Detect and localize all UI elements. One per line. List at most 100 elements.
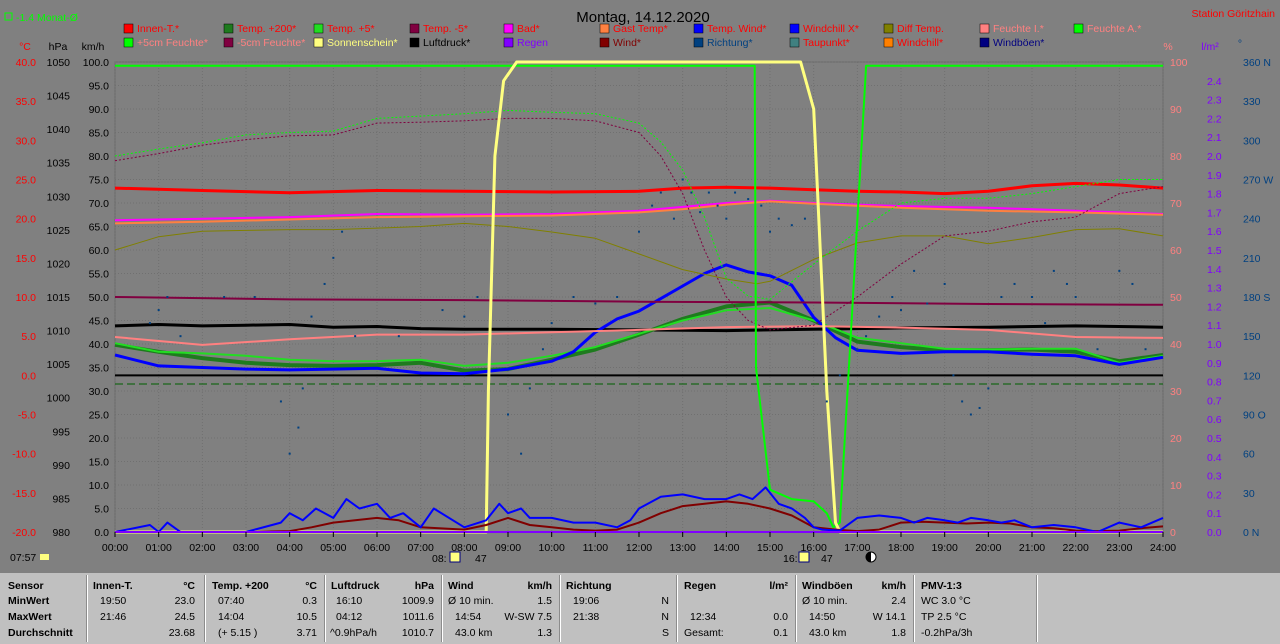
- direction-point: [961, 400, 964, 403]
- temp-tick-label: -15.0: [12, 488, 36, 500]
- series-innen-t: [114, 181, 1164, 196]
- sensor-column: Sensor MinWert MaxWert Durchschnitt: [0, 573, 86, 644]
- wind-tick-label: 20.0: [89, 433, 110, 445]
- wind-avg-time: 43.0 km: [455, 627, 493, 639]
- series-temp-200: [114, 300, 1164, 373]
- footer-separator: [913, 575, 915, 642]
- innen-avg-val: 23.68: [168, 627, 195, 639]
- rain-tick-label: 0.7: [1207, 395, 1222, 407]
- wind-max-val: W-SW 7.5: [504, 611, 552, 623]
- x-tick-label: 15:00: [757, 542, 783, 554]
- legend-item: Innen-T.*: [123, 23, 179, 35]
- pressure-tick-label: 1015: [47, 292, 71, 304]
- sunset-minute: 47: [821, 553, 833, 565]
- pressure-tick-label: 1045: [47, 91, 71, 103]
- legend-label: Wind*: [613, 37, 641, 49]
- chart-title: Montag, 14.12.2020: [576, 9, 709, 26]
- legend-item: Windchill*: [883, 37, 943, 49]
- legend-label: -5cm Feuchte*: [237, 37, 305, 49]
- pressure-tick-label: 1040: [47, 124, 71, 136]
- direction-point: [707, 191, 710, 194]
- direction-point: [288, 452, 291, 455]
- legend-label: Innen-T.*: [137, 23, 179, 35]
- wind-tick-label: 30.0: [89, 386, 110, 398]
- direction-point: [803, 217, 806, 220]
- legend-item: -5cm Feuchte*: [223, 37, 305, 49]
- direction-point: [1044, 322, 1047, 325]
- wind-column: Wind km/h Ø 10 min. 1.5 14:54 W-SW 7.5 4…: [443, 573, 558, 644]
- direction-point: [952, 374, 955, 377]
- rain-tick-label: 2.1: [1207, 132, 1222, 144]
- direction-point: [978, 406, 981, 409]
- temp-axis-label: °C: [19, 41, 31, 53]
- pressure-tick-label: 1050: [47, 57, 71, 69]
- wind-header: Wind: [448, 580, 474, 592]
- legend-swatch: [883, 23, 894, 34]
- wind-avg-val: 1.3: [537, 627, 552, 639]
- direction-point: [865, 335, 868, 338]
- sunrise-minute: 47: [475, 553, 487, 565]
- direction-point: [594, 302, 597, 305]
- x-tick-label: 08:00: [451, 542, 477, 554]
- rain-tick-label: 1.7: [1207, 207, 1222, 219]
- sunset-icon: [798, 551, 810, 563]
- legend-swatch: [123, 37, 134, 48]
- sunset-time: 16:: [783, 553, 798, 565]
- temp200-unit: °C: [305, 580, 317, 592]
- rain-tick-label: 0.5: [1207, 433, 1222, 445]
- luftdruck-min-val: 1009.9: [401, 595, 434, 607]
- x-tick-label: 02:00: [189, 542, 215, 554]
- direction-point: [1118, 269, 1121, 272]
- rain-tick-label: 0.0: [1207, 527, 1222, 539]
- x-tick-label: 12:00: [626, 542, 652, 554]
- wind-max-time: 14:54: [455, 611, 482, 623]
- direction-point: [777, 217, 780, 220]
- richtung-max-val: N: [661, 611, 669, 623]
- pressure-tick-label: 985: [52, 493, 70, 505]
- legend-label: Richtung*: [707, 37, 753, 49]
- series-temp-5: [114, 307, 1164, 367]
- pmv-line-3: -0.2hPa/3h: [921, 627, 973, 639]
- regen-max-time: 12:34: [690, 611, 717, 623]
- rain-tick-label: 0.6: [1207, 414, 1222, 426]
- legend-label: Gast Temp*: [613, 23, 668, 35]
- rain-tick-label: 0.1: [1207, 508, 1222, 520]
- direction-point: [354, 335, 357, 338]
- windboen-max-time: 14:50: [809, 611, 836, 623]
- series-feuchte-i: [114, 325, 1164, 346]
- direction-point: [969, 413, 972, 416]
- weather-chart: 00:00 01:00 02:00 03:00 04:00 05:00 06:00 07:00…: [4, 8, 1276, 565]
- x-tick-label: 19:00: [932, 542, 958, 554]
- legend-item: Windböen*: [979, 37, 1044, 49]
- series-bad: [114, 199, 1164, 222]
- series-temp-5: [114, 296, 1164, 306]
- direction-point: [651, 204, 654, 207]
- series-5cm-feuchte: [114, 117, 1164, 331]
- wind-tick-label: 95.0: [89, 81, 110, 93]
- direction-point: [1013, 282, 1016, 285]
- direction-tick-label: 120: [1243, 370, 1261, 382]
- windboen-min-time: Ø 10 min.: [802, 595, 848, 607]
- pressure-tick-label: 1010: [47, 326, 71, 338]
- rain-tick-label: 2.3: [1207, 95, 1222, 107]
- legend-swatch: [693, 37, 704, 48]
- innen-min-val: 23.0: [174, 595, 195, 607]
- pressure-tick-label: 990: [52, 460, 70, 472]
- windboen-header: Windböen: [802, 580, 853, 592]
- wind-tick-label: 60.0: [89, 245, 110, 257]
- legend-label: Temp. +200*: [237, 23, 296, 35]
- wind-axis-label: km/h: [82, 41, 105, 53]
- direction-point: [900, 309, 902, 312]
- humidity-tick-label: 20: [1170, 433, 1182, 445]
- station-name: Station Göritzhain: [1192, 8, 1276, 20]
- wind-tick-label: 100.0: [83, 57, 109, 69]
- wind-tick-label: 55.0: [89, 269, 110, 281]
- legend-label: Feuchte A.*: [1087, 23, 1141, 35]
- direction-point: [528, 387, 531, 390]
- legend-swatch: [223, 23, 234, 34]
- richtung-avg-val: S: [661, 627, 669, 639]
- x-tick-label: 22:00: [1063, 542, 1089, 554]
- pressure-tick-label: 1000: [47, 393, 71, 405]
- legend-swatch: [409, 23, 420, 34]
- windboen-avg-val: 1.8: [891, 627, 906, 639]
